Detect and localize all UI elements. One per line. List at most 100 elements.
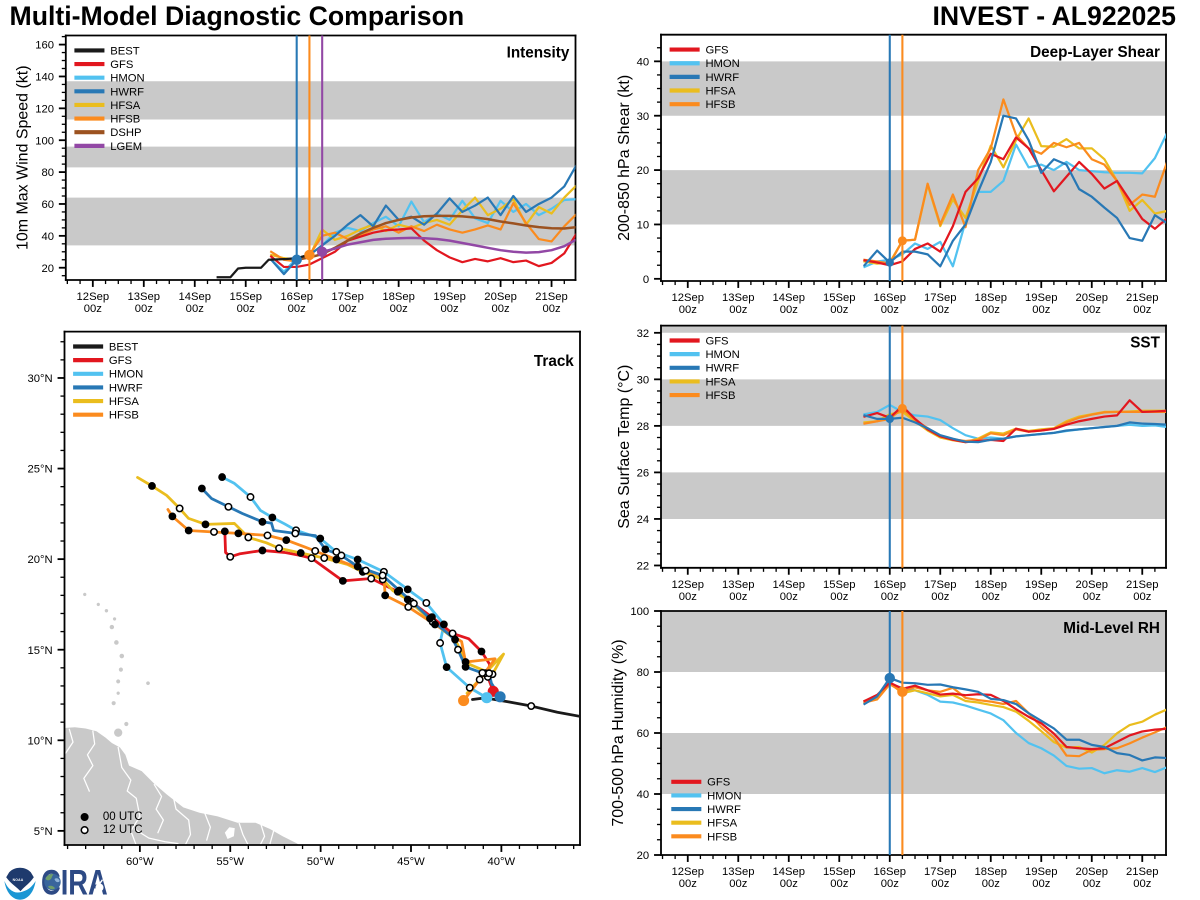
svg-text:00z: 00z — [881, 304, 900, 316]
svg-text:700-500 hPa Humidity (%): 700-500 hPa Humidity (%) — [610, 639, 627, 826]
svg-text:13Sep: 13Sep — [128, 291, 161, 303]
svg-text:00z: 00z — [288, 303, 307, 315]
svg-text:32: 32 — [637, 328, 650, 340]
svg-text:15Sep: 15Sep — [229, 291, 262, 303]
svg-text:15°N: 15°N — [28, 645, 53, 657]
svg-text:HFSA: HFSA — [110, 100, 140, 112]
svg-text:HFSB: HFSB — [109, 410, 139, 422]
svg-text:160: 160 — [35, 40, 54, 52]
svg-text:00z: 00z — [237, 303, 256, 315]
svg-text:80: 80 — [41, 167, 54, 179]
svg-text:00z: 00z — [830, 878, 849, 890]
svg-text:00z: 00z — [441, 303, 460, 315]
svg-text:19Sep: 19Sep — [1025, 866, 1058, 878]
svg-text:HFSA: HFSA — [707, 818, 738, 830]
svg-text:15Sep: 15Sep — [823, 579, 856, 591]
svg-text:16Sep: 16Sep — [874, 292, 907, 304]
svg-text:00z: 00z — [881, 878, 900, 890]
svg-text:Intensity: Intensity — [507, 45, 570, 62]
svg-text:HFSA: HFSA — [109, 396, 140, 408]
svg-text:55°W: 55°W — [216, 856, 244, 868]
svg-text:18Sep: 18Sep — [975, 866, 1008, 878]
svg-text:00z: 00z — [931, 878, 950, 890]
svg-text:GFS: GFS — [705, 45, 728, 57]
svg-text:20Sep: 20Sep — [1076, 579, 1109, 591]
svg-text:00z: 00z — [84, 303, 103, 315]
svg-text:17Sep: 17Sep — [924, 866, 957, 878]
svg-text:HFSB: HFSB — [707, 831, 737, 843]
svg-text:19Sep: 19Sep — [433, 291, 466, 303]
svg-text:10°N: 10°N — [28, 735, 53, 747]
svg-text:00z: 00z — [492, 303, 511, 315]
svg-text:GFS: GFS — [109, 355, 132, 367]
svg-text:10: 10 — [637, 220, 650, 232]
svg-text:00z: 00z — [830, 591, 849, 603]
svg-text:Sea Surface Temp (°C): Sea Surface Temp (°C) — [616, 365, 633, 529]
svg-text:140: 140 — [35, 72, 54, 84]
svg-text:21Sep: 21Sep — [1126, 866, 1159, 878]
svg-text:SST: SST — [1130, 335, 1160, 352]
svg-text:HFSB: HFSB — [705, 390, 735, 402]
svg-text:30: 30 — [637, 111, 650, 123]
svg-text:00z: 00z — [542, 303, 561, 315]
svg-text:LGEM: LGEM — [110, 141, 142, 153]
svg-text:HWRF: HWRF — [705, 363, 739, 375]
svg-text:00z: 00z — [729, 878, 748, 890]
svg-text:14Sep: 14Sep — [773, 292, 806, 304]
svg-text:HMON: HMON — [705, 349, 739, 361]
svg-text:20: 20 — [41, 263, 54, 275]
svg-text:00z: 00z — [1032, 878, 1051, 890]
svg-text:19Sep: 19Sep — [1025, 292, 1058, 304]
svg-text:17Sep: 17Sep — [924, 292, 957, 304]
svg-text:15Sep: 15Sep — [823, 866, 856, 878]
svg-text:100: 100 — [35, 135, 54, 147]
svg-text:NOAA: NOAA — [13, 878, 24, 882]
svg-text:GFS: GFS — [110, 59, 133, 71]
svg-text:HMON: HMON — [110, 73, 144, 85]
svg-text:INVEST - AL922025: INVEST - AL922025 — [933, 1, 1177, 31]
svg-text:22: 22 — [637, 561, 650, 573]
svg-text:00z: 00z — [1133, 878, 1152, 890]
svg-text:00z: 00z — [780, 878, 799, 890]
svg-text:20Sep: 20Sep — [1076, 866, 1109, 878]
svg-text:19Sep: 19Sep — [1025, 579, 1058, 591]
svg-text:00z: 00z — [729, 591, 748, 603]
svg-text:00z: 00z — [339, 303, 358, 315]
svg-text:16Sep: 16Sep — [874, 866, 907, 878]
svg-text:60: 60 — [637, 728, 650, 740]
svg-text:60: 60 — [41, 199, 54, 211]
svg-text:100: 100 — [630, 606, 649, 618]
svg-text:21Sep: 21Sep — [1126, 292, 1159, 304]
svg-text:00z: 00z — [186, 303, 205, 315]
svg-text:00z: 00z — [390, 303, 409, 315]
svg-text:00z: 00z — [931, 591, 950, 603]
svg-text:18Sep: 18Sep — [975, 579, 1008, 591]
svg-text:80: 80 — [637, 667, 650, 679]
svg-text:00z: 00z — [1133, 304, 1152, 316]
svg-text:HMON: HMON — [109, 369, 143, 381]
svg-text:00z: 00z — [830, 304, 849, 316]
svg-text:HWRF: HWRF — [705, 72, 739, 84]
svg-text:20: 20 — [637, 165, 650, 177]
svg-text:10m Max Wind Speed (kt): 10m Max Wind Speed (kt) — [15, 65, 32, 250]
svg-text:16Sep: 16Sep — [280, 291, 313, 303]
svg-text:00z: 00z — [679, 878, 698, 890]
svg-text:HMON: HMON — [707, 790, 741, 802]
svg-text:17Sep: 17Sep — [331, 291, 364, 303]
svg-text:Track: Track — [534, 353, 574, 370]
svg-text:00z: 00z — [679, 304, 698, 316]
svg-text:00z: 00z — [780, 304, 799, 316]
svg-text:HWRF: HWRF — [109, 382, 143, 394]
svg-text:GFS: GFS — [705, 335, 728, 347]
svg-text:120: 120 — [35, 103, 54, 115]
svg-text:13Sep: 13Sep — [722, 866, 755, 878]
svg-text:15Sep: 15Sep — [823, 292, 856, 304]
svg-text:Deep-Layer Shear: Deep-Layer Shear — [1030, 44, 1160, 61]
svg-text:00z: 00z — [1083, 878, 1102, 890]
svg-text:18Sep: 18Sep — [975, 292, 1008, 304]
svg-text:GFS: GFS — [707, 777, 730, 789]
svg-text:14Sep: 14Sep — [773, 866, 806, 878]
svg-text:20Sep: 20Sep — [484, 291, 517, 303]
svg-text:HWRF: HWRF — [707, 804, 741, 816]
svg-text:00 UTC: 00 UTC — [103, 811, 143, 823]
